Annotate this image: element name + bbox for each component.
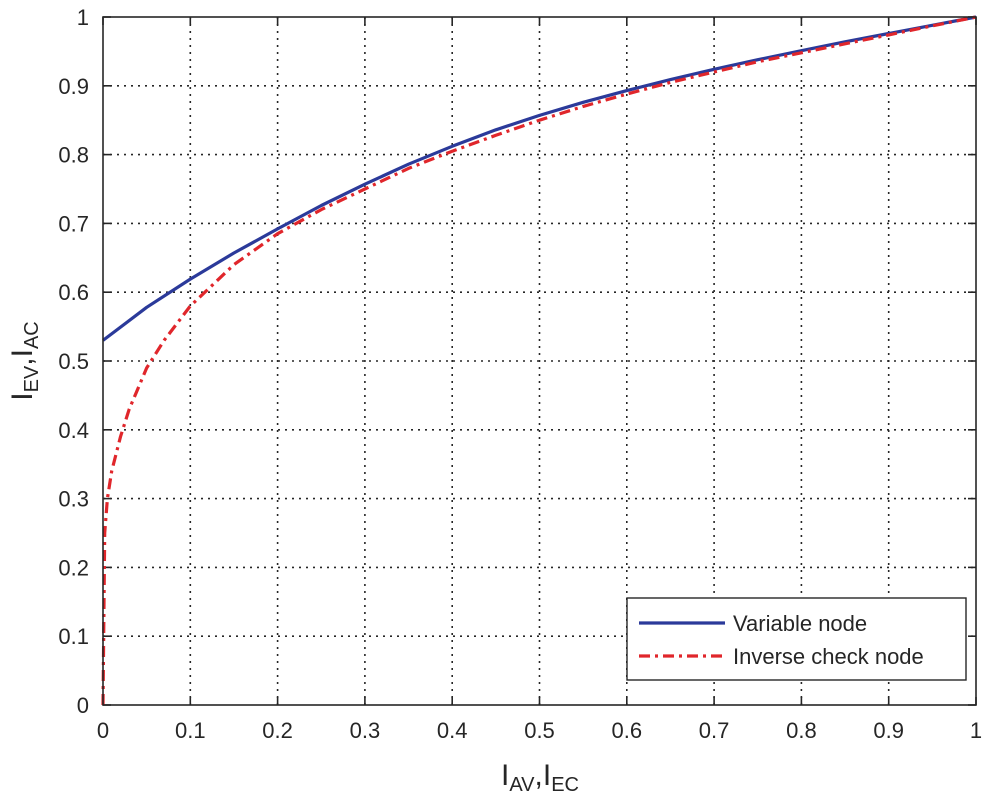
legend-label-1: Variable node [733, 611, 867, 636]
y-tick-label: 0.5 [58, 349, 89, 374]
x-tick-label: 0.5 [524, 718, 555, 743]
axis-label-part: ,I [535, 759, 552, 792]
x-tick-label: 0.8 [786, 718, 817, 743]
y-tick-label: 0.3 [58, 487, 89, 512]
x-tick-labels: 0 0.1 0.2 0.3 0.4 0.5 0.6 0.7 0.8 0.9 1 [97, 718, 982, 743]
y-tick-label: 0 [77, 693, 89, 718]
y-tick-label: 0.8 [58, 143, 89, 168]
x-tick-label: 0.1 [175, 718, 206, 743]
y-tick-label: 0.7 [58, 211, 89, 236]
x-tick-label: 0.9 [873, 718, 904, 743]
axis-label-subscript: EC [551, 774, 579, 796]
y-tick-label: 0.4 [58, 418, 89, 443]
series-line-2 [101, 15, 977, 706]
y-axis-label: IEV,IAC [6, 321, 43, 401]
x-tick-label: 0 [97, 718, 109, 743]
legend-box [626, 597, 967, 681]
y-tick-label: 0.2 [58, 555, 89, 580]
x-axis-label: IAV,IEC [501, 759, 579, 796]
series-group [101, 15, 977, 706]
x-tick-label: 0.7 [699, 718, 730, 743]
y-tick-label: 0.9 [58, 74, 89, 99]
axis-label-part: I [501, 759, 509, 792]
y-tick-label: 0.1 [58, 624, 89, 649]
y-tick-label: 1 [77, 5, 89, 30]
axis-label-subscript: AV [509, 774, 535, 796]
legend-label-2: Inverse check node [733, 644, 924, 669]
axis-label-subscript: EV [21, 365, 43, 392]
legend: Variable node Inverse check node [626, 597, 967, 681]
x-tick-label: 0.4 [437, 718, 468, 743]
series-line-1 [102, 15, 977, 342]
axis-label-subscript: AC [21, 321, 43, 349]
y-tick-label: 0.6 [58, 280, 89, 305]
axis-label-part: ,I [6, 349, 39, 366]
x-tick-label: 0.2 [262, 718, 293, 743]
axis-label-part: I [6, 392, 39, 400]
grid [102, 16, 977, 706]
y-tick-labels: 0 0.1 0.2 0.3 0.4 0.5 0.6 0.7 0.8 0.9 1 [58, 5, 89, 718]
x-tick-label: 0.3 [350, 718, 381, 743]
x-tick-label: 1 [970, 718, 982, 743]
plot-frame [102, 16, 977, 706]
x-tick-label: 0.6 [612, 718, 643, 743]
